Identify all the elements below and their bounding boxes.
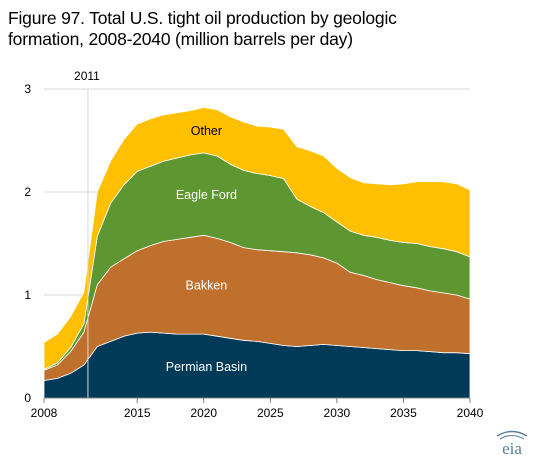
series-labels: Permian Basin Bakken Eagle Ford Other	[166, 124, 247, 374]
annotation-label: 2011	[74, 69, 100, 83]
x-tick-label: 2008	[31, 406, 58, 420]
x-tick-label: 2030	[324, 406, 351, 420]
area-other	[43, 107, 471, 370]
x-tick-label: 2025	[257, 406, 284, 420]
logo-text: eia	[502, 439, 522, 458]
title-line-2: formation, 2008-2040 (million barrels pe…	[8, 29, 353, 49]
label-other: Other	[191, 124, 222, 138]
x-tick-label: 2040	[457, 406, 484, 420]
title-line-1: Figure 97. Total U.S. tight oil producti…	[8, 8, 397, 28]
eia-logo: eia	[496, 430, 528, 458]
x-tick-label: 2020	[190, 406, 217, 420]
y-tick-label: 3	[24, 82, 31, 96]
axes: 2008 2015 2020 2025 2030 2035 2040 0 1 2 3	[24, 82, 483, 420]
x-tick-label: 2015	[124, 406, 151, 420]
y-tick-label: 0	[24, 391, 31, 405]
series-areas	[43, 107, 471, 399]
label-bakken: Bakken	[186, 279, 228, 293]
y-tick-label: 2	[24, 185, 31, 199]
label-eagle-ford: Eagle Ford	[176, 188, 237, 202]
label-permian-basin: Permian Basin	[166, 360, 247, 374]
y-tick-label: 1	[24, 288, 31, 302]
chart-title: Figure 97. Total U.S. tight oil producti…	[8, 8, 528, 50]
annotation-marker: 2011	[74, 69, 100, 398]
x-tick-label: 2035	[390, 406, 417, 420]
